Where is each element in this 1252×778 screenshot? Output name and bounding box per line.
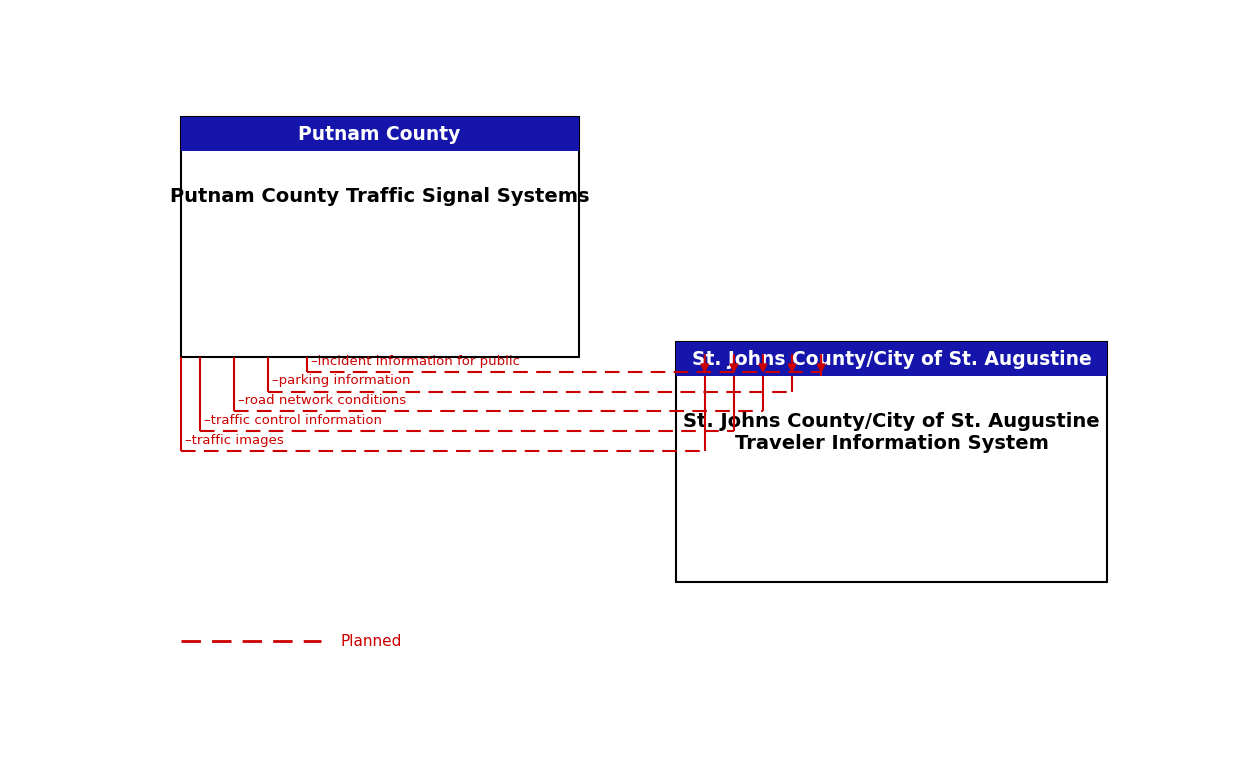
Text: –parking information: –parking information xyxy=(272,374,411,387)
Text: Putnam County Traffic Signal Systems: Putnam County Traffic Signal Systems xyxy=(170,187,590,206)
Text: Putnam County: Putnam County xyxy=(298,125,461,144)
Text: St. Johns County/City of St. Augustine: St. Johns County/City of St. Augustine xyxy=(691,349,1092,369)
Text: –incident information for public: –incident information for public xyxy=(310,355,520,368)
Bar xyxy=(676,342,1107,582)
Text: Planned: Planned xyxy=(341,634,402,649)
Bar xyxy=(180,117,578,357)
Text: St. Johns County/City of St. Augustine
Traveler Information System: St. Johns County/City of St. Augustine T… xyxy=(684,412,1099,453)
Bar xyxy=(676,342,1107,376)
Bar xyxy=(180,117,578,152)
Text: –traffic control information: –traffic control information xyxy=(204,414,382,427)
Text: –road network conditions: –road network conditions xyxy=(238,394,406,407)
Text: –traffic images: –traffic images xyxy=(184,434,283,447)
